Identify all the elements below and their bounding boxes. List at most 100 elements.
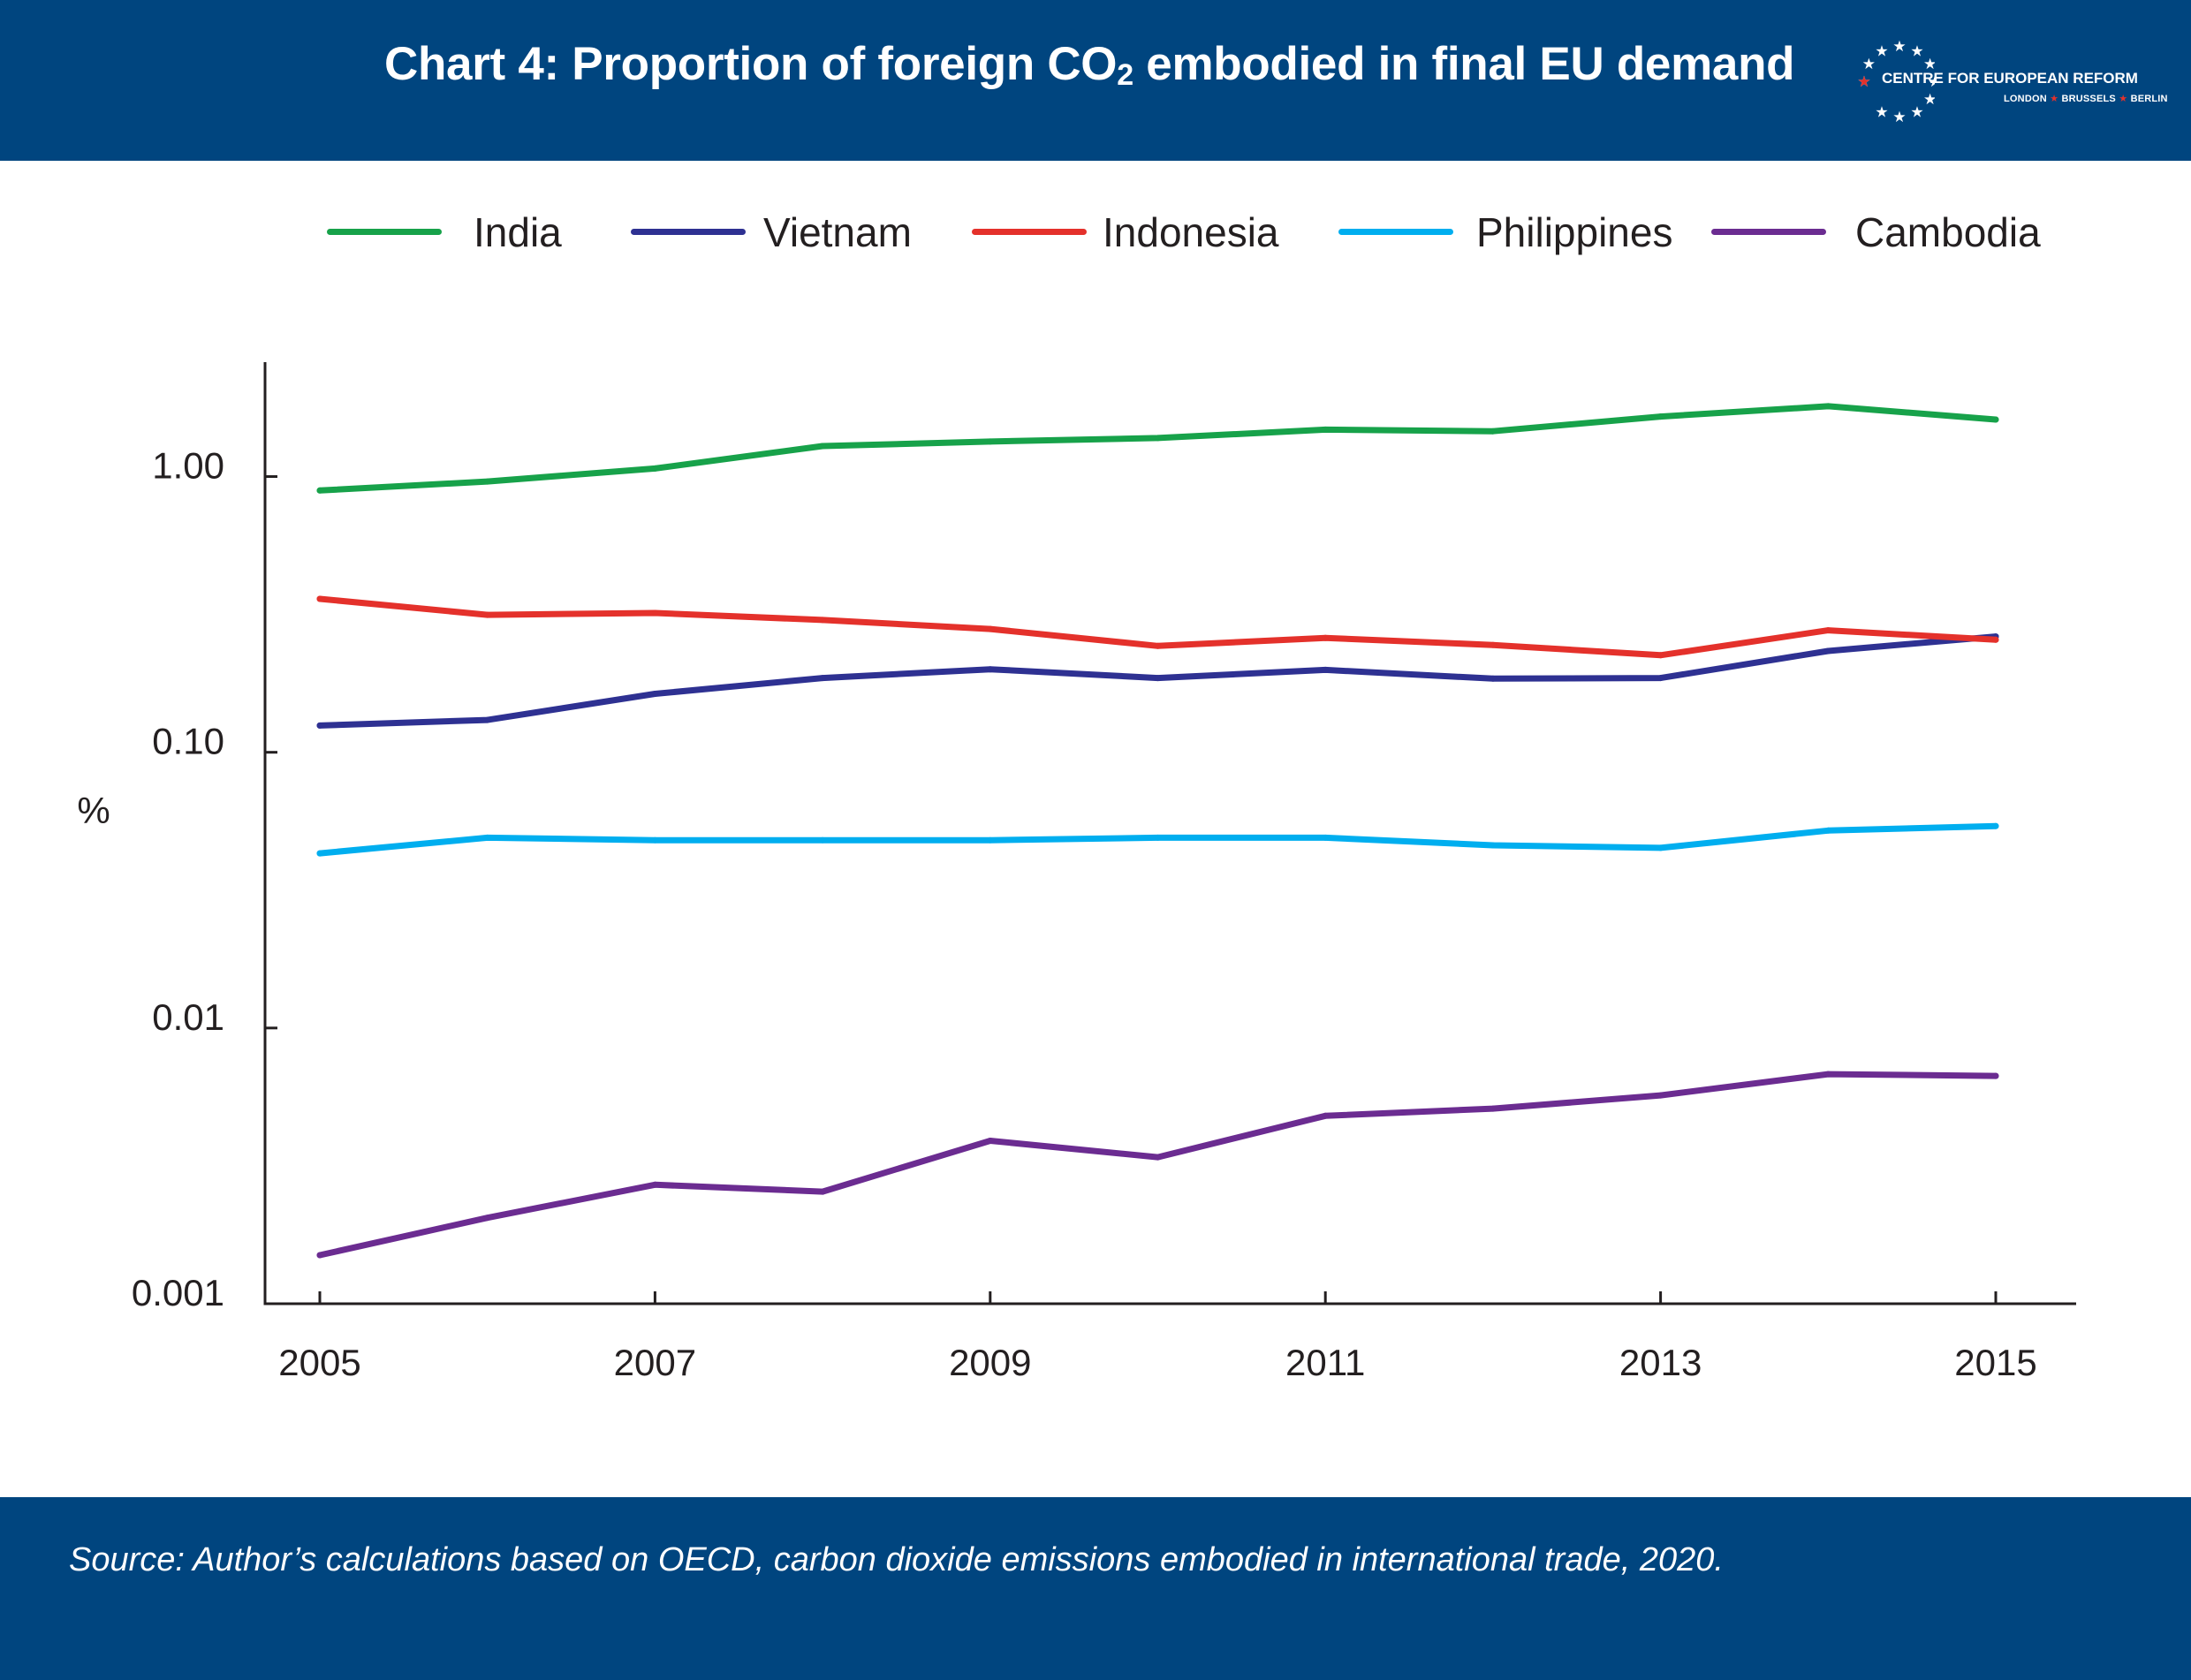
legend-label-indonesia: Indonesia bbox=[1103, 209, 1279, 255]
data-point-philippines bbox=[1155, 834, 1161, 841]
data-point-india bbox=[484, 478, 491, 485]
data-point-cambodia bbox=[819, 1188, 826, 1195]
logo-star-icon: ★ bbox=[1892, 38, 1906, 55]
series-line-cambodia bbox=[316, 1071, 1999, 1259]
chart-plot: 0.001 0.01 0.10 1.00 2005 2007 2009 2011 2013 201… bbox=[77, 362, 2076, 1383]
data-point-philippines bbox=[1490, 842, 1497, 849]
legend-label-vietnam: Vietnam bbox=[763, 209, 912, 255]
data-point-india bbox=[1155, 435, 1161, 442]
data-point-vietnam bbox=[484, 716, 491, 723]
logo-city-london: LONDON bbox=[2004, 94, 2047, 104]
data-point-cambodia bbox=[1992, 1072, 1999, 1079]
data-point-vietnam bbox=[1657, 675, 1664, 682]
data-point-india bbox=[987, 438, 994, 445]
logo-city-berlin: BERLIN bbox=[2130, 94, 2168, 104]
x-tick-label: 2015 bbox=[1954, 1342, 2036, 1383]
logo-star-icon: ★ bbox=[1910, 104, 1923, 121]
series-line-india bbox=[316, 403, 1999, 494]
logo-red-star-icon: ★ bbox=[1857, 73, 1870, 90]
legend-swatch-india bbox=[327, 229, 442, 235]
data-point-indonesia bbox=[819, 617, 826, 624]
data-point-cambodia bbox=[1155, 1154, 1161, 1161]
cer-logo: ★★★★★★★★★★★★ CENTRE FOR EUROPEAN REFORM … bbox=[1855, 35, 2167, 128]
data-point-indonesia bbox=[484, 611, 491, 618]
data-point-cambodia bbox=[316, 1252, 323, 1259]
data-point-philippines bbox=[1322, 834, 1329, 841]
data-point-indonesia bbox=[1992, 636, 1999, 643]
legend-swatch-vietnam bbox=[631, 229, 746, 235]
legend-label-cambodia: Cambodia bbox=[1855, 209, 2041, 255]
logo-city-brussels: BRUSSELS bbox=[2061, 94, 2116, 104]
star-separator-icon: ★ bbox=[2119, 94, 2128, 104]
data-point-cambodia bbox=[1657, 1092, 1664, 1099]
data-point-india bbox=[1657, 413, 1664, 420]
data-point-cambodia bbox=[651, 1181, 658, 1188]
chart-footer: Source: Author’s calculations based on O… bbox=[0, 1497, 2191, 1680]
x-tick-label: 2009 bbox=[949, 1342, 1031, 1383]
chart-title-suffix: embodied in final EU demand bbox=[1133, 38, 1795, 90]
logo-star-icon: ★ bbox=[1862, 56, 1876, 72]
logo-name: CENTRE FOR EUROPEAN REFORM bbox=[1882, 70, 2138, 87]
chart-header: Chart 4: Proportion of foreign CO2 embod… bbox=[0, 0, 2191, 161]
logo-star-icon: ★ bbox=[1928, 73, 1935, 90]
data-point-philippines bbox=[1657, 844, 1664, 851]
y-tick-label: 0.01 bbox=[152, 996, 224, 1038]
legend-swatch-philippines bbox=[1338, 229, 1453, 235]
data-point-vietnam bbox=[316, 722, 323, 729]
data-point-indonesia bbox=[1322, 634, 1329, 641]
data-point-philippines bbox=[651, 836, 658, 844]
data-point-india bbox=[316, 487, 323, 494]
x-tick-label: 2007 bbox=[614, 1342, 696, 1383]
y-axis-label: % bbox=[77, 790, 110, 831]
source-note: Source: Author’s calculations based on O… bbox=[69, 1541, 1724, 1578]
star-separator-icon: ★ bbox=[2050, 94, 2059, 104]
data-point-indonesia bbox=[1824, 627, 1831, 634]
data-point-philippines bbox=[1992, 822, 1999, 829]
data-point-vietnam bbox=[987, 666, 994, 673]
data-point-philippines bbox=[484, 834, 491, 841]
data-point-cambodia bbox=[1490, 1105, 1497, 1112]
data-point-india bbox=[651, 465, 658, 472]
chart-title: Chart 4: Proportion of foreign CO2 embod… bbox=[384, 37, 1795, 92]
data-point-indonesia bbox=[1490, 641, 1497, 648]
x-tick-label: 2005 bbox=[278, 1342, 360, 1383]
y-tick-label: 0.001 bbox=[132, 1272, 224, 1313]
data-point-cambodia bbox=[1824, 1071, 1831, 1078]
logo-star-icon: ★ bbox=[1923, 91, 1935, 108]
data-point-philippines bbox=[819, 836, 826, 844]
legend-swatch-indonesia bbox=[972, 229, 1087, 235]
legend-label-philippines: Philippines bbox=[1476, 209, 1673, 255]
data-point-vietnam bbox=[1490, 675, 1497, 682]
logo-star-icon: ★ bbox=[1875, 104, 1888, 121]
data-point-indonesia bbox=[1657, 652, 1664, 659]
data-point-vietnam bbox=[1322, 666, 1329, 673]
logo-cities: LONDON ★ BRUSSELS ★ BERLIN bbox=[2004, 93, 2168, 104]
data-point-cambodia bbox=[1322, 1112, 1329, 1119]
legend-swatch-cambodia bbox=[1711, 229, 1826, 235]
data-point-indonesia bbox=[316, 595, 323, 602]
logo-star-icon: ★ bbox=[1875, 42, 1888, 59]
x-tick-label: 2011 bbox=[1285, 1342, 1365, 1383]
logo-star-icon: ★ bbox=[1923, 56, 1935, 72]
data-point-vietnam bbox=[819, 675, 826, 682]
x-tick-label: 2013 bbox=[1619, 1342, 1702, 1383]
data-point-philippines bbox=[1824, 827, 1831, 834]
data-point-cambodia bbox=[987, 1138, 994, 1144]
chart-title-prefix: Chart 4: Proportion of foreign CO bbox=[384, 38, 1118, 90]
legend-label-india: India bbox=[474, 209, 562, 255]
data-point-india bbox=[1490, 428, 1497, 435]
data-point-vietnam bbox=[651, 691, 658, 697]
eu-stars-icon: ★★★★★★★★★★★★ bbox=[1857, 38, 1935, 125]
data-point-indonesia bbox=[651, 609, 658, 617]
logo-star-icon: ★ bbox=[1857, 73, 1870, 90]
logo-star-icon: ★ bbox=[1892, 109, 1906, 125]
chart-title-subscript: 2 bbox=[1117, 58, 1133, 92]
data-point-india bbox=[819, 443, 826, 450]
data-point-philippines bbox=[987, 836, 994, 844]
data-point-india bbox=[1992, 416, 1999, 423]
data-point-cambodia bbox=[484, 1215, 491, 1222]
data-point-indonesia bbox=[1155, 642, 1161, 649]
data-point-india bbox=[1322, 426, 1329, 433]
logo-star-icon: ★ bbox=[1910, 42, 1923, 59]
data-point-vietnam bbox=[1824, 647, 1831, 655]
